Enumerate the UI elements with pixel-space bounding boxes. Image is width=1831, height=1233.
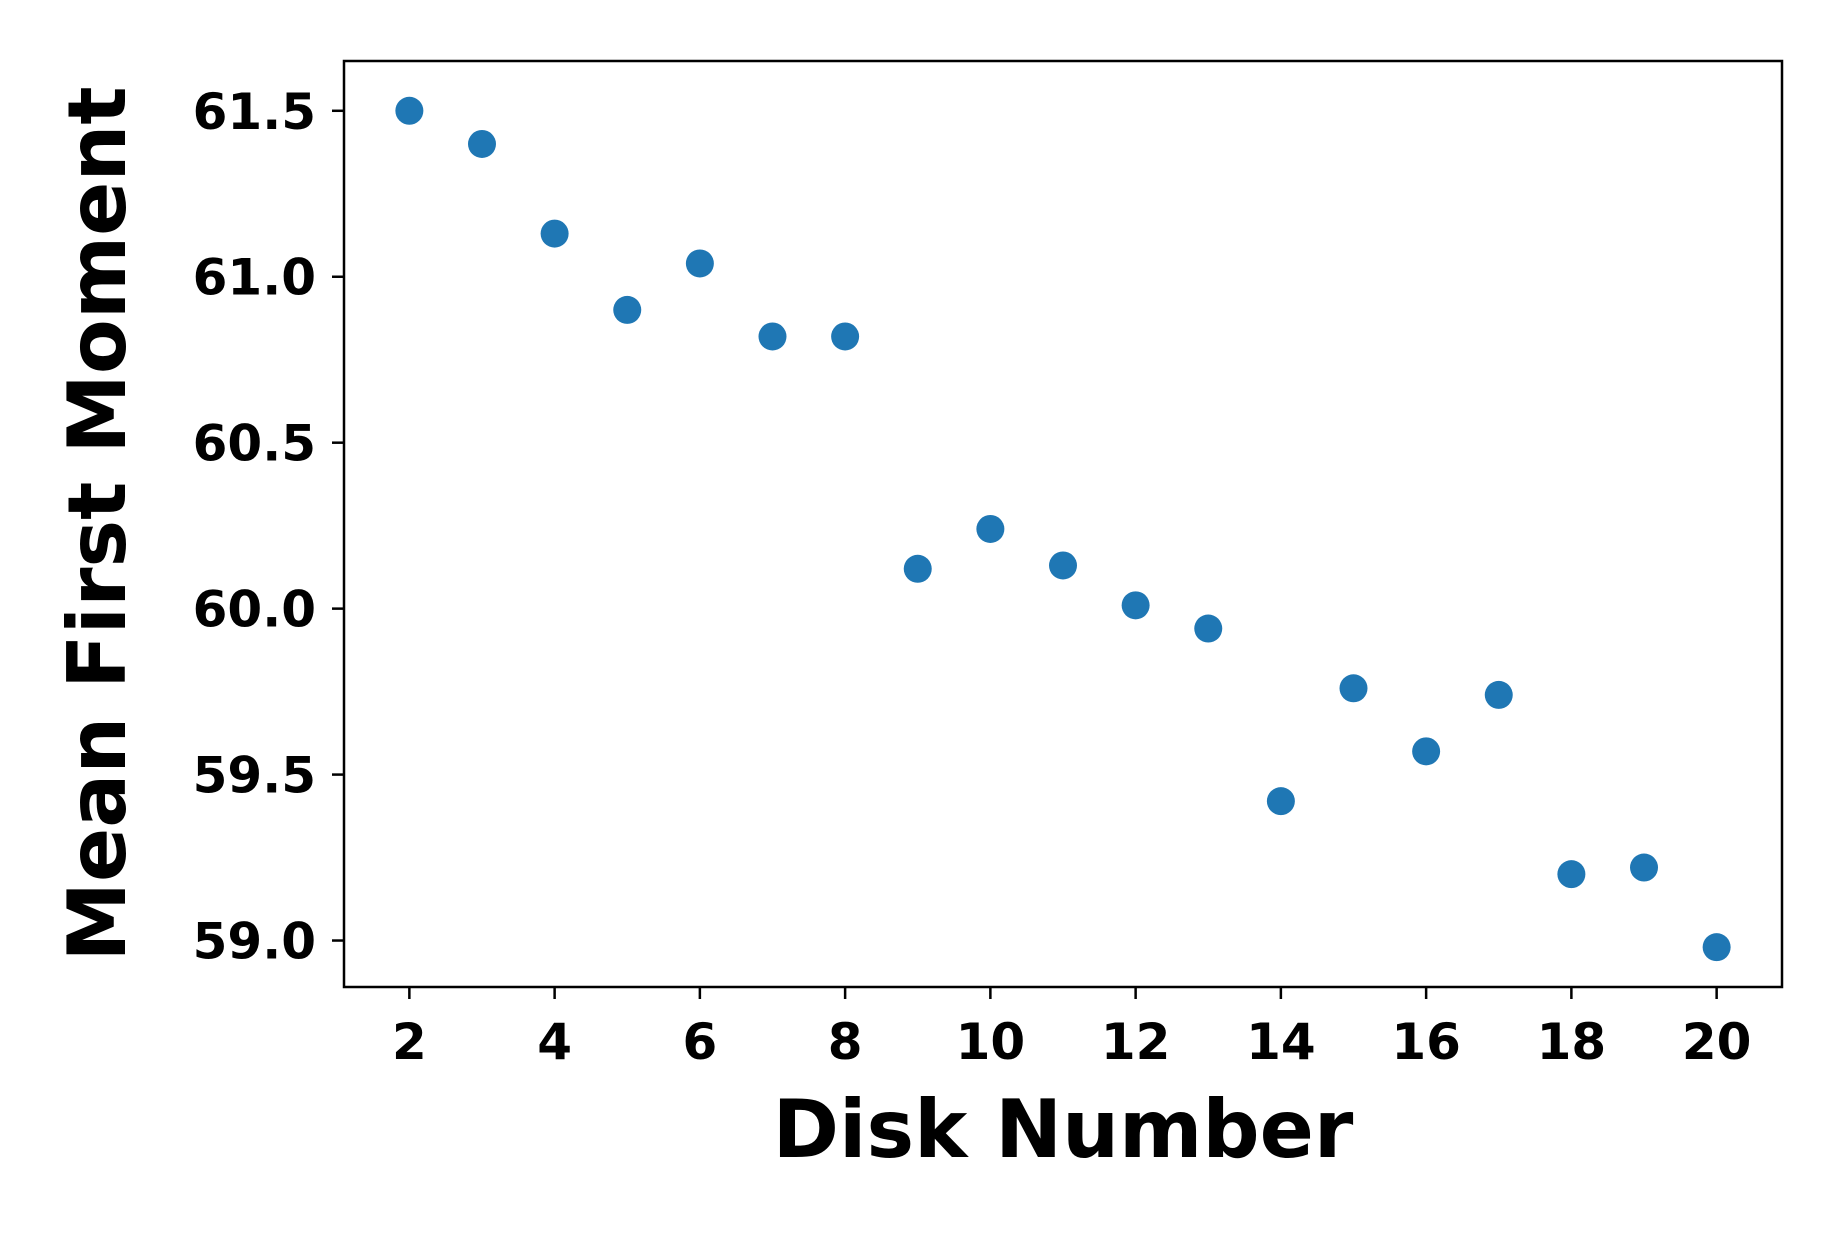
data-point — [976, 514, 1005, 543]
data-point — [540, 219, 569, 248]
data-point — [467, 129, 496, 158]
data-point — [758, 322, 787, 351]
data-point — [1412, 737, 1441, 766]
x-tick-label: 2 — [392, 1013, 427, 1071]
data-point — [1557, 860, 1586, 889]
x-tick-label: 20 — [1682, 1013, 1752, 1071]
data-point — [1266, 787, 1295, 816]
data-points — [395, 96, 1731, 962]
y-tick-label: 59.5 — [193, 747, 316, 805]
data-point — [831, 322, 860, 351]
data-point — [1049, 551, 1077, 580]
x-tick-label: 8 — [828, 1013, 863, 1071]
y-axis: 59.0 59.5 60.0 60.5 61.0 61.5 — [193, 83, 344, 971]
data-point — [1121, 591, 1150, 620]
x-tick-label: 6 — [682, 1013, 717, 1071]
data-point — [903, 554, 932, 583]
y-tick-label: 59.0 — [193, 913, 316, 971]
y-tick-label: 60.5 — [193, 415, 316, 473]
y-axis-label: Mean First Moment — [51, 86, 144, 961]
x-axis: 2 4 6 8 10 12 14 16 18 20 — [392, 987, 1751, 1071]
data-point — [613, 295, 642, 324]
data-point — [395, 96, 424, 125]
x-tick-label: 18 — [1537, 1013, 1607, 1071]
x-tick-label: 12 — [1101, 1013, 1171, 1071]
x-axis-label: Disk Number — [773, 1083, 1354, 1176]
data-point — [1630, 853, 1659, 882]
y-tick-label: 60.0 — [193, 581, 316, 639]
x-tick-label: 10 — [956, 1013, 1026, 1071]
y-tick-label: 61.0 — [193, 249, 316, 307]
data-point — [1484, 680, 1513, 709]
data-point — [1339, 674, 1368, 703]
plot-area-frame — [342, 59, 1784, 989]
data-point — [1702, 933, 1731, 962]
y-tick-label: 61.5 — [193, 83, 316, 141]
x-tick-label: 16 — [1391, 1013, 1461, 1071]
x-tick-label: 4 — [537, 1013, 572, 1071]
x-tick-label: 14 — [1246, 1013, 1316, 1071]
data-point — [1194, 614, 1223, 643]
data-point — [685, 249, 714, 278]
